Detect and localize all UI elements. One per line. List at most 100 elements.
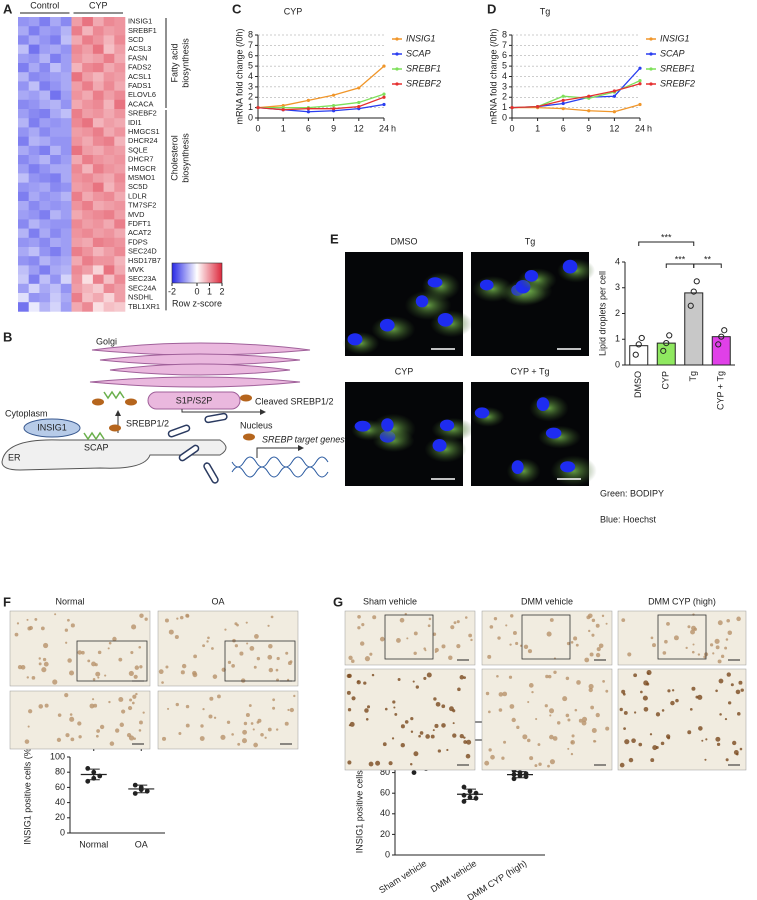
cell (393, 706, 396, 709)
significance-bracket (638, 241, 695, 246)
heatmap-cell (103, 210, 115, 220)
cell (27, 626, 32, 631)
cell (139, 613, 144, 618)
cell (107, 647, 110, 650)
heatmap-cell (92, 283, 104, 294)
cell (624, 739, 630, 745)
heatmap-cell (71, 219, 83, 229)
x-tick-label: 1 (281, 123, 286, 133)
heatmap-cell (18, 228, 29, 239)
nuclear-envelope (204, 412, 228, 424)
heatmap-cell (18, 99, 29, 110)
heatmap-cell (82, 164, 94, 174)
x-tick-label: Sham vehicle (377, 858, 428, 895)
cell (522, 734, 528, 740)
cell (515, 641, 519, 646)
cell (206, 640, 209, 643)
cell (41, 667, 47, 673)
gene-label: NSDHL (128, 293, 153, 302)
cell (241, 738, 247, 744)
cell (565, 713, 570, 718)
cell (643, 680, 649, 686)
cell (43, 661, 49, 667)
cell (695, 695, 699, 699)
image-bg (9, 610, 151, 687)
cell (665, 734, 671, 739)
cell (575, 643, 579, 647)
heatmap-cell (39, 256, 51, 266)
heatmap-cell (103, 173, 115, 183)
x-axis-label: h (391, 123, 396, 133)
heatmap-cell (71, 136, 83, 147)
x-tick-label: CYP (661, 371, 671, 390)
gene-label: FASN (128, 53, 147, 62)
cell (691, 686, 696, 691)
cell (667, 689, 671, 693)
heatmap-cell (18, 293, 29, 303)
gene-label: ACSL1 (128, 72, 151, 81)
heatmap-cell (92, 81, 104, 91)
heatmap-cell (71, 72, 83, 82)
heatmap-cell (71, 256, 83, 266)
cell (68, 670, 75, 676)
nucleus (560, 461, 576, 473)
micrograph (9, 690, 151, 750)
x-axis-label: h (647, 123, 652, 133)
heatmap-cell (71, 99, 83, 110)
micrograph (342, 252, 473, 356)
cell (586, 615, 591, 620)
micrograph (344, 668, 476, 771)
heatmap-cell (82, 145, 94, 156)
cell (425, 734, 430, 739)
heatmap-cell (50, 35, 62, 45)
heatmap-cell (28, 63, 40, 73)
point (306, 98, 310, 102)
data-point (663, 340, 670, 347)
heatmap-cell (114, 210, 126, 220)
micrograph (157, 610, 299, 687)
heatmap-cell (28, 274, 40, 285)
y-tick-label: 60 (380, 788, 390, 798)
cell (394, 712, 398, 716)
cell (161, 736, 167, 741)
cell (552, 736, 558, 741)
cell (573, 636, 578, 641)
cell (245, 621, 248, 624)
heatmap-cell (71, 210, 83, 220)
cell (427, 624, 431, 628)
cell (640, 690, 643, 694)
cell (717, 620, 723, 626)
cell (391, 737, 395, 740)
cell (738, 680, 743, 685)
cell (236, 623, 239, 627)
cell (346, 690, 351, 695)
point (256, 106, 260, 110)
heatmap-cell (39, 136, 51, 147)
cell (463, 740, 468, 744)
cell (576, 680, 581, 685)
heatmap-cell (50, 228, 62, 239)
cell (727, 630, 733, 636)
cell (503, 740, 507, 744)
cell (446, 748, 449, 752)
cell (69, 713, 73, 716)
heatmap-cell (28, 35, 40, 45)
heatmap-cell (82, 127, 94, 137)
data-point (718, 333, 725, 340)
cell (129, 698, 133, 702)
x-tick-label: 12 (354, 123, 364, 133)
heatmap-cell (103, 201, 115, 211)
cell (526, 738, 531, 743)
cell (293, 694, 296, 698)
heatmap-cell (28, 201, 40, 211)
heatmap-cell (39, 63, 51, 73)
y-tick-label: 20 (380, 829, 390, 839)
heatmap-cell (50, 81, 62, 91)
heatmap-cell (103, 53, 115, 64)
heatmap-cell (92, 44, 104, 55)
heatmap-cell (103, 35, 115, 45)
heatmap-cell (39, 26, 51, 36)
heatmap-cell (92, 237, 104, 248)
cell (459, 733, 464, 739)
